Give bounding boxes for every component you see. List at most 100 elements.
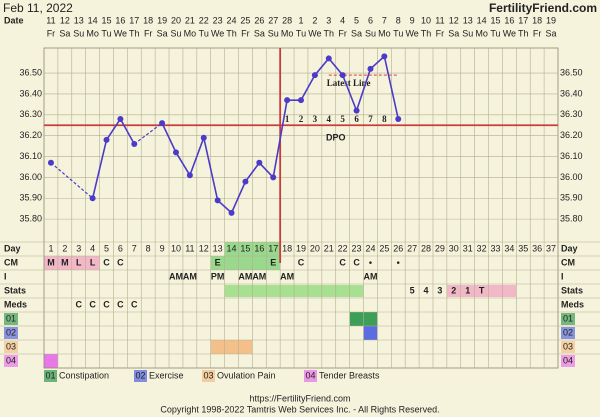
date-label: 5 <box>354 15 359 25</box>
legend-swatch <box>134 370 147 382</box>
temp-point <box>200 134 207 141</box>
date-label: 13 <box>74 15 84 25</box>
row-label: I <box>4 271 7 281</box>
gap-connector <box>133 122 163 145</box>
symptom-mark <box>210 340 225 354</box>
cm-entry: M <box>47 257 55 267</box>
weekday-label: We <box>114 28 127 38</box>
gap-connector <box>50 162 94 199</box>
symptom-code-box <box>4 313 18 325</box>
day-number: 36 <box>532 243 542 253</box>
cm-entry: • <box>369 257 372 267</box>
weekday-label: Sa <box>254 28 265 38</box>
weekday-label: Mo <box>378 28 391 38</box>
y-tick-label-right: 36.20 <box>560 130 583 140</box>
legend-swatch <box>304 370 317 382</box>
weekday-label: Fr <box>241 28 250 38</box>
legend-label: Ovulation Pain <box>217 370 276 380</box>
weekday-label: Fr <box>338 28 347 38</box>
temp-point <box>381 53 388 60</box>
day-number: 37 <box>546 243 556 253</box>
temp-point <box>131 141 138 147</box>
dpo-number: 3 <box>313 114 318 124</box>
day-number: 3 <box>76 243 81 253</box>
weekday-label: Tu <box>296 28 306 38</box>
symptom-code-box <box>561 341 575 353</box>
date-label: Date <box>4 15 24 25</box>
cm-entry: E <box>270 257 276 267</box>
weekday-label: Mo <box>281 28 294 38</box>
row-label-right: I <box>561 271 564 281</box>
day-number: 34 <box>504 243 514 253</box>
footer-url: https://FertilityFriend.com <box>249 393 350 403</box>
weekday-label: Tu <box>101 28 111 38</box>
weekday-label: Fr <box>144 28 153 38</box>
y-tick-label: 36.40 <box>19 88 42 98</box>
symptom-code: 04 <box>563 355 573 365</box>
date-label: 3 <box>326 15 331 25</box>
y-tick-label-right: 35.80 <box>560 214 583 224</box>
weekday-label: Su <box>268 28 279 38</box>
cm-entry: C <box>298 257 305 267</box>
dpo-number: 2 <box>299 114 304 124</box>
day-number: 14 <box>227 243 237 253</box>
dpo-number: 8 <box>382 114 387 124</box>
legend-label: Constipation <box>59 370 109 380</box>
cm-entry: L <box>90 257 96 267</box>
date-label: 23 <box>213 15 223 25</box>
date-label: 18 <box>143 15 153 25</box>
date-label: 4 <box>340 15 345 25</box>
day-number: 30 <box>449 243 459 253</box>
chart-date: Feb 11, 2022 <box>3 1 73 15</box>
day-number: 33 <box>490 243 500 253</box>
y-tick-label: 35.90 <box>19 193 42 203</box>
symptom-code-box <box>561 355 575 367</box>
symptom-code: 01 <box>6 313 16 323</box>
weekday-label: We <box>211 28 224 38</box>
i-entry: AM <box>169 271 183 281</box>
date-label: 11 <box>46 15 55 25</box>
symptom-mark <box>349 312 364 326</box>
date-label: 16 <box>115 15 125 25</box>
date-label: 19 <box>157 15 167 25</box>
date-label: 13 <box>463 15 473 25</box>
weekday-label: Fr <box>436 28 445 38</box>
day-number: 12 <box>199 243 209 253</box>
weekday-label: Su <box>365 28 376 38</box>
symptom-code: 02 <box>6 327 16 337</box>
weekday-label: Th <box>324 28 335 38</box>
site-name: FertilityFriend.com <box>489 1 597 15</box>
date-label: 16 <box>504 15 514 25</box>
legend-code: 02 <box>135 370 145 380</box>
day-number: 19 <box>296 243 306 253</box>
temp-point <box>325 55 332 62</box>
footer-copyright: Copyright 1998-2022 Tamtris Web Services… <box>160 404 439 414</box>
temp-point <box>339 72 346 79</box>
row-label-right: Meds <box>561 299 584 309</box>
date-label: 10 <box>421 15 431 25</box>
dpo-number: 7 <box>368 114 373 124</box>
legend-swatch <box>202 370 215 382</box>
stats-entry: 5 <box>410 285 415 295</box>
date-label: 27 <box>268 15 278 25</box>
cm-entry: C <box>339 257 346 267</box>
weekday-label: Sa <box>448 28 459 38</box>
day-number: 11 <box>185 243 194 253</box>
dpo-number: 6 <box>354 114 359 124</box>
day-number: 22 <box>338 243 348 253</box>
temp-line <box>91 117 135 199</box>
meds-entry: C <box>89 299 96 309</box>
meds-entry: C <box>131 299 138 309</box>
weekday-label: We <box>405 28 418 38</box>
y-tick-label-right: 36.50 <box>560 67 583 77</box>
day-number: 32 <box>477 243 487 253</box>
temp-point <box>353 107 360 114</box>
weekday-label: Sa <box>157 28 168 38</box>
day-number: 20 <box>310 243 320 253</box>
date-label: 11 <box>435 15 444 25</box>
y-tick-label: 36.50 <box>19 67 42 77</box>
weekday-label: We <box>503 28 516 38</box>
day-number: 24 <box>365 243 375 253</box>
day-number: 13 <box>213 243 223 253</box>
stats-entry: 4 <box>424 285 429 295</box>
